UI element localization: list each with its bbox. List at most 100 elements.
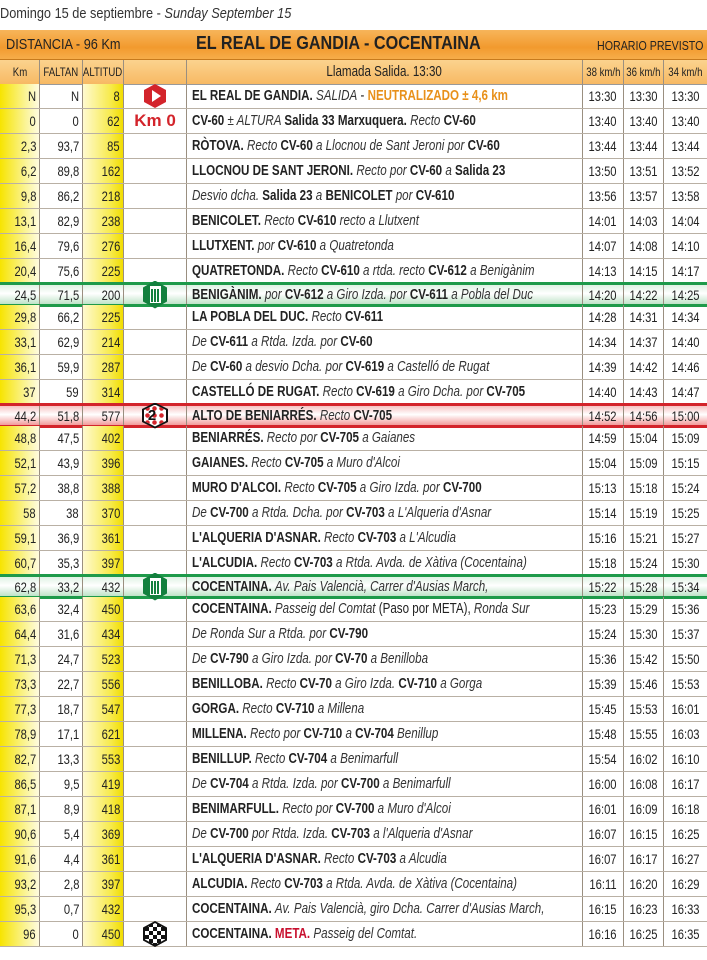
time-cell-38: 16:07 xyxy=(583,822,624,846)
time-cell-38: 15:04 xyxy=(583,451,624,475)
table-row: 63,6 32,4 450 COCENTAINA. Passeig del Comta… xyxy=(0,597,707,622)
route-description: De CV-704 a Rtda. Izda. por CV-700 a Ben… xyxy=(187,772,583,796)
route-text-segment: CV-60 xyxy=(192,113,228,129)
altitude-cell: 547 xyxy=(83,697,124,721)
route-text-segment: SALIDA xyxy=(315,88,358,104)
table-row: 58 38 370 De CV-700 a Rtda. Dcha. por CV-70… xyxy=(0,501,707,526)
time-cell-38: 15:16 xyxy=(583,526,624,550)
table-row: 6,2 89,8 162 LLOCNOU DE SANT JERONI. Recto … xyxy=(0,159,707,184)
remaining-km-cell: 75,6 xyxy=(40,259,83,283)
route-description: GAIANES. Recto CV-705 a Muro d'Alcoi xyxy=(187,451,583,475)
icon-cell xyxy=(124,380,187,404)
time-cell-34: 13:52 xyxy=(671,163,700,179)
stage-banner: DISTANCIA - 96 Km EL REAL DE GANDIA - CO… xyxy=(0,30,707,60)
time-cell-36: 16:09 xyxy=(624,797,664,821)
remaining-km-cell: 9,5 xyxy=(40,772,83,796)
time-cell-36: 16:20 xyxy=(624,872,664,896)
remaining-km-cell: 2,8 xyxy=(40,872,83,896)
km-cell: 57,2 xyxy=(0,476,40,500)
route-description: CV-60 ± ALTURA Salida 33 Marxuquera. Rec… xyxy=(187,109,583,133)
route-text-segment: a desvio Dcha. por xyxy=(242,359,346,375)
table-row: 36,1 59,9 287 De CV-60 a desvio Dcha. por C… xyxy=(0,355,707,380)
time-cell-36: 15:53 xyxy=(624,697,664,721)
time-cell-34: 15:36 xyxy=(671,601,700,617)
route-text-segment: CV-611 xyxy=(409,286,448,303)
icon-cell xyxy=(124,234,187,258)
time-cell-36: 16:17 xyxy=(624,847,664,871)
time-cell-36: 14:22 xyxy=(624,285,664,304)
route-text-segment: a Gorga xyxy=(437,676,483,692)
route-description: De CV-700 a Rtda. Dcha. por CV-703 a L'A… xyxy=(187,501,583,525)
route-text-segment: CV-705 xyxy=(320,430,359,446)
route-text-segment: Recto xyxy=(251,455,285,471)
table-row: 86,5 9,5 419 De CV-704 a Rtda. Izda. por CV… xyxy=(0,772,707,797)
time-cell-36: 15:30 xyxy=(624,622,664,646)
column-header-icon xyxy=(124,60,187,84)
route-text-segment: Recto por xyxy=(250,726,304,742)
altitude-cell: 397 xyxy=(83,872,124,896)
km-cell: 58 xyxy=(0,501,40,525)
time-cell-38: 14:59 xyxy=(583,426,624,450)
route-description: De Ronda Sur a Rtda. por CV-790 xyxy=(187,622,583,646)
date-spanish: Domingo 15 de septiembre xyxy=(0,5,154,22)
route-text-segment: CV-700 xyxy=(340,776,380,792)
route-text-segment: por xyxy=(392,188,416,204)
icon-cell xyxy=(124,647,187,671)
route-description: BENILLOBA. Recto CV-70 a Giro Izda. CV-7… xyxy=(187,672,583,696)
km-cell: N xyxy=(0,84,40,108)
table-row: 95,3 0,7 432 COCENTAINA. Av. Pais Valencià,… xyxy=(0,897,707,922)
time-cell-36: 15:18 xyxy=(624,476,664,500)
route-text-segment: CV-704 xyxy=(210,776,249,792)
icon-cell xyxy=(124,597,187,621)
table-row: 2,3 93,7 85 RÒTOVA. Recto CV-60 a Llocnou d… xyxy=(0,134,707,159)
route-text-segment: CV-710 xyxy=(275,701,315,717)
table-row: 96 0 450 COCENTAINA. META. Passeig del Comt… xyxy=(0,921,707,947)
time-cell-34: 14:34 xyxy=(671,309,700,325)
time-cell-34: 16:18 xyxy=(671,801,700,817)
time-cell-38: 15:14 xyxy=(583,501,624,525)
route-text-segment: CV-611 xyxy=(344,309,384,325)
route-text-segment: COCENTAINA. xyxy=(192,578,275,595)
remaining-km-cell: 22,7 xyxy=(40,672,83,696)
altitude-cell: 225 xyxy=(83,259,124,283)
itinerary-table: N N 8 EL REAL DE GANDIA. SALIDA - NEUTRALIZ… xyxy=(0,84,707,947)
route-text-segment: Recto xyxy=(247,138,281,154)
icon-cell xyxy=(124,355,187,379)
route-text-segment: CV-619 xyxy=(356,384,395,400)
icon-cell xyxy=(124,501,187,525)
route-text-segment: a Benimarfull xyxy=(379,776,451,792)
time-cell-36: 15:09 xyxy=(624,451,664,475)
route-text-segment: CV-612 xyxy=(284,286,324,303)
time-cell-34: 14:47 xyxy=(671,384,700,400)
icon-cell xyxy=(124,772,187,796)
route-text-segment: CV-790 xyxy=(329,626,369,642)
route-text-segment: Salida 33 Marxuquera. xyxy=(284,113,411,129)
date-separator: - xyxy=(153,5,165,22)
route-text-segment: a xyxy=(442,163,456,179)
remaining-km-cell: 13,3 xyxy=(40,747,83,771)
icon-cell xyxy=(124,622,187,646)
route-text-segment: a Benimarfull xyxy=(327,751,399,767)
route-text-segment: BENICOLET. xyxy=(192,213,265,229)
altitude-cell: 238 xyxy=(83,209,124,233)
time-cell-38: 14:13 xyxy=(583,259,624,283)
time-cell-36: 16:25 xyxy=(624,922,664,946)
time-cell-34: 13:58 xyxy=(671,188,700,204)
time-cell-38: 15:23 xyxy=(583,597,624,621)
route-text-segment: Recto xyxy=(311,309,345,325)
finish-flag-icon xyxy=(143,921,167,947)
time-cell-38: 16:15 xyxy=(583,897,624,921)
route-text-segment: a Rtda. Izda. por xyxy=(248,334,341,350)
time-cell-38: 14:20 xyxy=(583,285,624,304)
route-text-segment: a Giro Izda. por xyxy=(323,286,410,303)
table-row: 52,1 43,9 396 GAIANES. Recto CV-705 a Muro … xyxy=(0,451,707,476)
remaining-km-cell: 86,2 xyxy=(40,184,83,208)
time-cell-36: 14:37 xyxy=(624,330,664,354)
route-text-segment: a L'Alcudia xyxy=(396,530,456,546)
km-cell: 20,4 xyxy=(0,259,40,283)
route-text-segment: CASTELLÓ DE RUGAT. xyxy=(192,384,323,400)
km-cell: 91,6 xyxy=(0,847,40,871)
route-text-segment: a Rtda. Avda. de Xàtiva (Cocentaina) xyxy=(332,555,527,571)
remaining-km-cell: N xyxy=(40,84,83,108)
time-cell-34: 13:30 xyxy=(671,88,700,104)
